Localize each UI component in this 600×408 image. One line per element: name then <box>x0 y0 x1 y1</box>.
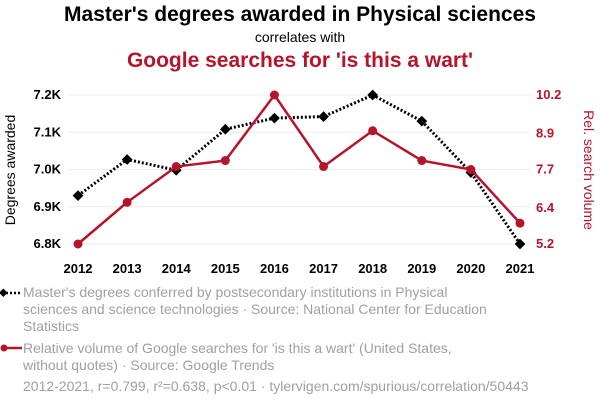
y-axis-left-ticks: 6.8K 6.9K 7.0K 7.1K 7.2K <box>34 87 62 251</box>
x-axis-ticks: 2012 2013 2014 2015 2016 2017 2018 2019 2020 2021 <box>64 261 535 276</box>
data-point-searches <box>319 162 329 172</box>
x-tick-label: 2015 <box>211 261 240 276</box>
data-point-searches <box>515 218 525 228</box>
data-point-degrees <box>72 190 84 201</box>
legend-marker-degrees <box>0 288 22 297</box>
x-tick-label: 2021 <box>506 261 535 276</box>
y-tick-label-right: 5.2 <box>536 236 554 251</box>
y-tick-label-left: 7.0K <box>34 162 62 177</box>
x-tick-label: 2016 <box>260 261 289 276</box>
series-line-1 <box>77 92 521 245</box>
y-axis-label-left: Degrees awarded <box>2 115 18 226</box>
legend-label-searches: Relative volume of Google searches for '… <box>23 340 452 373</box>
y-tick-label-right: 7.7 <box>536 162 554 177</box>
data-point-degrees <box>367 89 379 101</box>
chart-footer: 2012-2021, r=0.799, r²=0.638, p<0.01 · t… <box>23 378 529 394</box>
data-point-degrees <box>318 111 329 122</box>
data-point-searches <box>220 156 230 166</box>
y-tick-label-right: 6.4 <box>536 200 555 215</box>
y-tick-label-left: 7.2K <box>34 87 62 102</box>
data-point-degrees <box>219 123 231 135</box>
data-point-degrees <box>121 154 133 165</box>
chart-title: Master's degrees awarded in Physical sci… <box>64 3 536 26</box>
legend-label-degrees: Master's degrees conferred by postsecond… <box>23 284 487 334</box>
data-point-searches <box>368 126 378 136</box>
x-tick-label: 2018 <box>358 261 387 276</box>
data-point-searches <box>122 197 132 207</box>
data-point-searches <box>466 165 476 174</box>
data-point-searches <box>269 90 279 100</box>
x-tick-label: 2014 <box>162 261 192 276</box>
data-point-searches <box>171 162 181 172</box>
chart-title-secondary: Google searches for 'is this a wart' <box>127 49 473 72</box>
y-axis-right-ticks: 5.2 6.4 7.7 8.9 10.2 <box>536 87 561 251</box>
y-tick-label-left: 6.8K <box>34 236 62 251</box>
data-point-degrees <box>269 112 280 124</box>
legend-marker-searches <box>0 344 22 352</box>
series-layer <box>72 89 526 250</box>
y-tick-label-left: 6.9K <box>34 199 62 214</box>
data-point-degrees <box>514 238 526 250</box>
y-axis-label-right: Rel. search volume <box>581 110 597 230</box>
x-tick-label: 2013 <box>113 261 142 276</box>
x-tick-label: 2020 <box>456 261 485 276</box>
y-tick-label-right: 8.9 <box>536 126 554 141</box>
x-tick-label: 2017 <box>309 261 338 276</box>
data-point-searches <box>73 239 83 249</box>
x-tick-label: 2012 <box>64 261 93 276</box>
x-tick-label: 2019 <box>407 261 436 276</box>
y-tick-label-left: 7.1K <box>34 124 62 139</box>
chart-subtitle: correlates with <box>255 29 345 45</box>
data-point-searches <box>417 156 427 166</box>
y-tick-label-right: 10.2 <box>536 87 561 102</box>
gridlines <box>68 94 530 245</box>
